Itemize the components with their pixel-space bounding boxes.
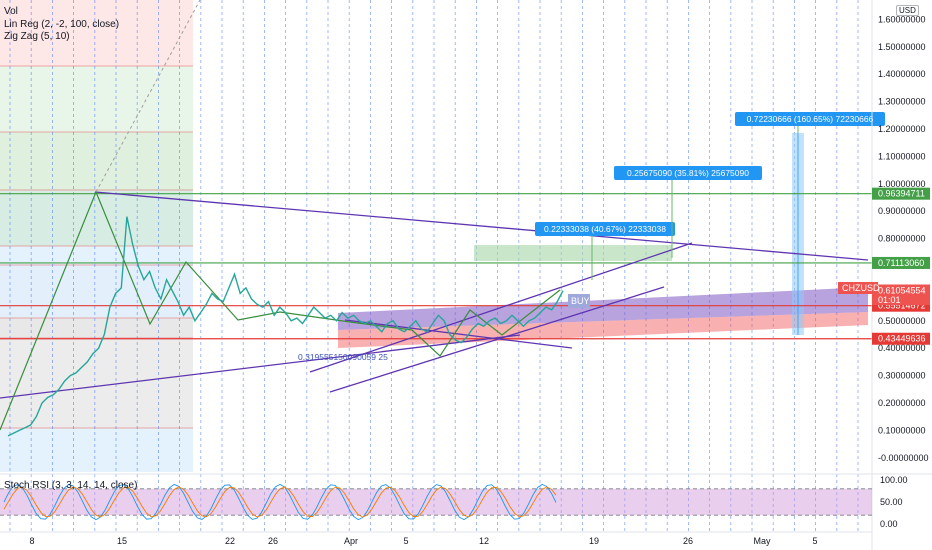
x-tick-label: 26: [268, 536, 278, 546]
y-tick-label: 1.60000000: [878, 14, 926, 24]
price-tag-label-0: 0.96394711: [878, 189, 925, 199]
price-tag-label-4: 0.43449636: [878, 334, 926, 344]
rising-wedge-a: [329, 286, 665, 393]
x-tick-label: May: [753, 536, 771, 546]
y-tick-label: 1.30000000: [878, 97, 926, 107]
descending-trendline: [94, 191, 869, 261]
rising-wedge-b: [309, 242, 693, 373]
price-tag-label-2: 0.61054554: [878, 286, 926, 296]
x-tick-label: 5: [403, 536, 408, 546]
callout-box-1: [614, 166, 762, 180]
y-tick-label: -0.00000000: [878, 453, 929, 463]
countdown: 01:01: [878, 295, 901, 305]
buy-label: BUY: [571, 296, 590, 306]
y-tick-label: 1.00000000: [878, 179, 926, 189]
fib-band-1: [0, 66, 193, 132]
fib-band-0: [0, 0, 193, 66]
fib-band-2: [0, 132, 193, 190]
price-tag-4: [872, 332, 930, 345]
fib-band-5: [0, 265, 193, 318]
fib-band-8: [0, 428, 193, 472]
stoch-k-line: [3, 483, 557, 521]
y-tick-label: 0.50000000: [878, 316, 926, 326]
stoch-tick-label: 50.00: [880, 497, 903, 507]
x-tick-label: 22: [225, 536, 235, 546]
target-zone: [474, 245, 672, 261]
ticker-tag-bg: [838, 282, 878, 294]
stoch-d-line: [3, 486, 557, 518]
x-tick-label: Apr: [344, 536, 358, 546]
indicator-linreg[interactable]: Lin Reg (2, -2, 100, close): [4, 19, 120, 30]
stoch-rsi-label[interactable]: Stoch RSI (3, 3, 14, 14, close): [4, 480, 138, 491]
price-tag-label-1: 0.71113060: [878, 258, 924, 268]
indicator-zigzag[interactable]: Zig Zag (5, 10): [4, 31, 70, 42]
x-tick-label: 12: [479, 536, 489, 546]
countdown-bg: [872, 295, 930, 305]
callout-box-2: [735, 112, 885, 126]
callout-text-0: 0.22333038 (40.67%) 22333038: [544, 224, 666, 234]
zigzag-line: [0, 190, 561, 431]
y-tick-label: 1.20000000: [878, 124, 926, 134]
falling-wedge: [344, 319, 573, 349]
price-line: [7, 216, 564, 437]
currency-label: USD: [896, 5, 919, 16]
x-tick-label: 5: [812, 536, 817, 546]
ascending-support: [0, 334, 521, 399]
x-tick-label: 8: [29, 536, 34, 546]
callout-text-1: 0.25675090 (35.81%) 25675090: [627, 168, 749, 178]
projection-dashed: [95, 0, 201, 193]
y-tick-label: 0.30000000: [878, 371, 926, 381]
fib-band-7: [0, 338, 193, 428]
regression-value-label: 0.319555150090059 25: [298, 352, 388, 362]
y-tick-label: 1.40000000: [878, 69, 926, 79]
price-tag-0: [872, 187, 930, 200]
x-tick-label: 15: [117, 536, 127, 546]
price-tag-label-3: 0.55514672: [878, 301, 926, 311]
callout-text-2: 0.72230666 (160.65%) 72230666: [747, 114, 874, 124]
fib-band-4: [0, 246, 193, 265]
y-tick-label: 1.50000000: [878, 42, 926, 52]
y-tick-label: 1.10000000: [878, 151, 926, 161]
y-tick-label: 0.40000000: [878, 343, 926, 353]
y-tick-label: 0.20000000: [878, 398, 926, 408]
buy-badge: [568, 294, 590, 308]
regression-channel-upper: [338, 287, 868, 330]
price-tag-2: [872, 284, 930, 297]
stoch-tick-label: 0.00: [880, 519, 898, 529]
fib-band-6: [0, 318, 193, 338]
y-tick-label: 0.10000000: [878, 425, 926, 435]
price-axis: -0.00000000 0.10000000 0.20000000 0.3000000…: [838, 0, 930, 550]
callout-box-0: [535, 222, 675, 236]
indicator-vol[interactable]: Vol: [4, 6, 18, 17]
y-tick-label: 0.80000000: [878, 234, 926, 244]
price-tag-1: [872, 256, 930, 269]
stoch-tick-label: 100.00: [880, 475, 908, 485]
fib-band-3: [0, 190, 193, 246]
x-tick-label: 26: [683, 536, 693, 546]
y-tick-label: 0.90000000: [878, 206, 926, 216]
ticker-tag: CHZUSD: [842, 283, 880, 293]
x-tick-label: 19: [589, 536, 599, 546]
